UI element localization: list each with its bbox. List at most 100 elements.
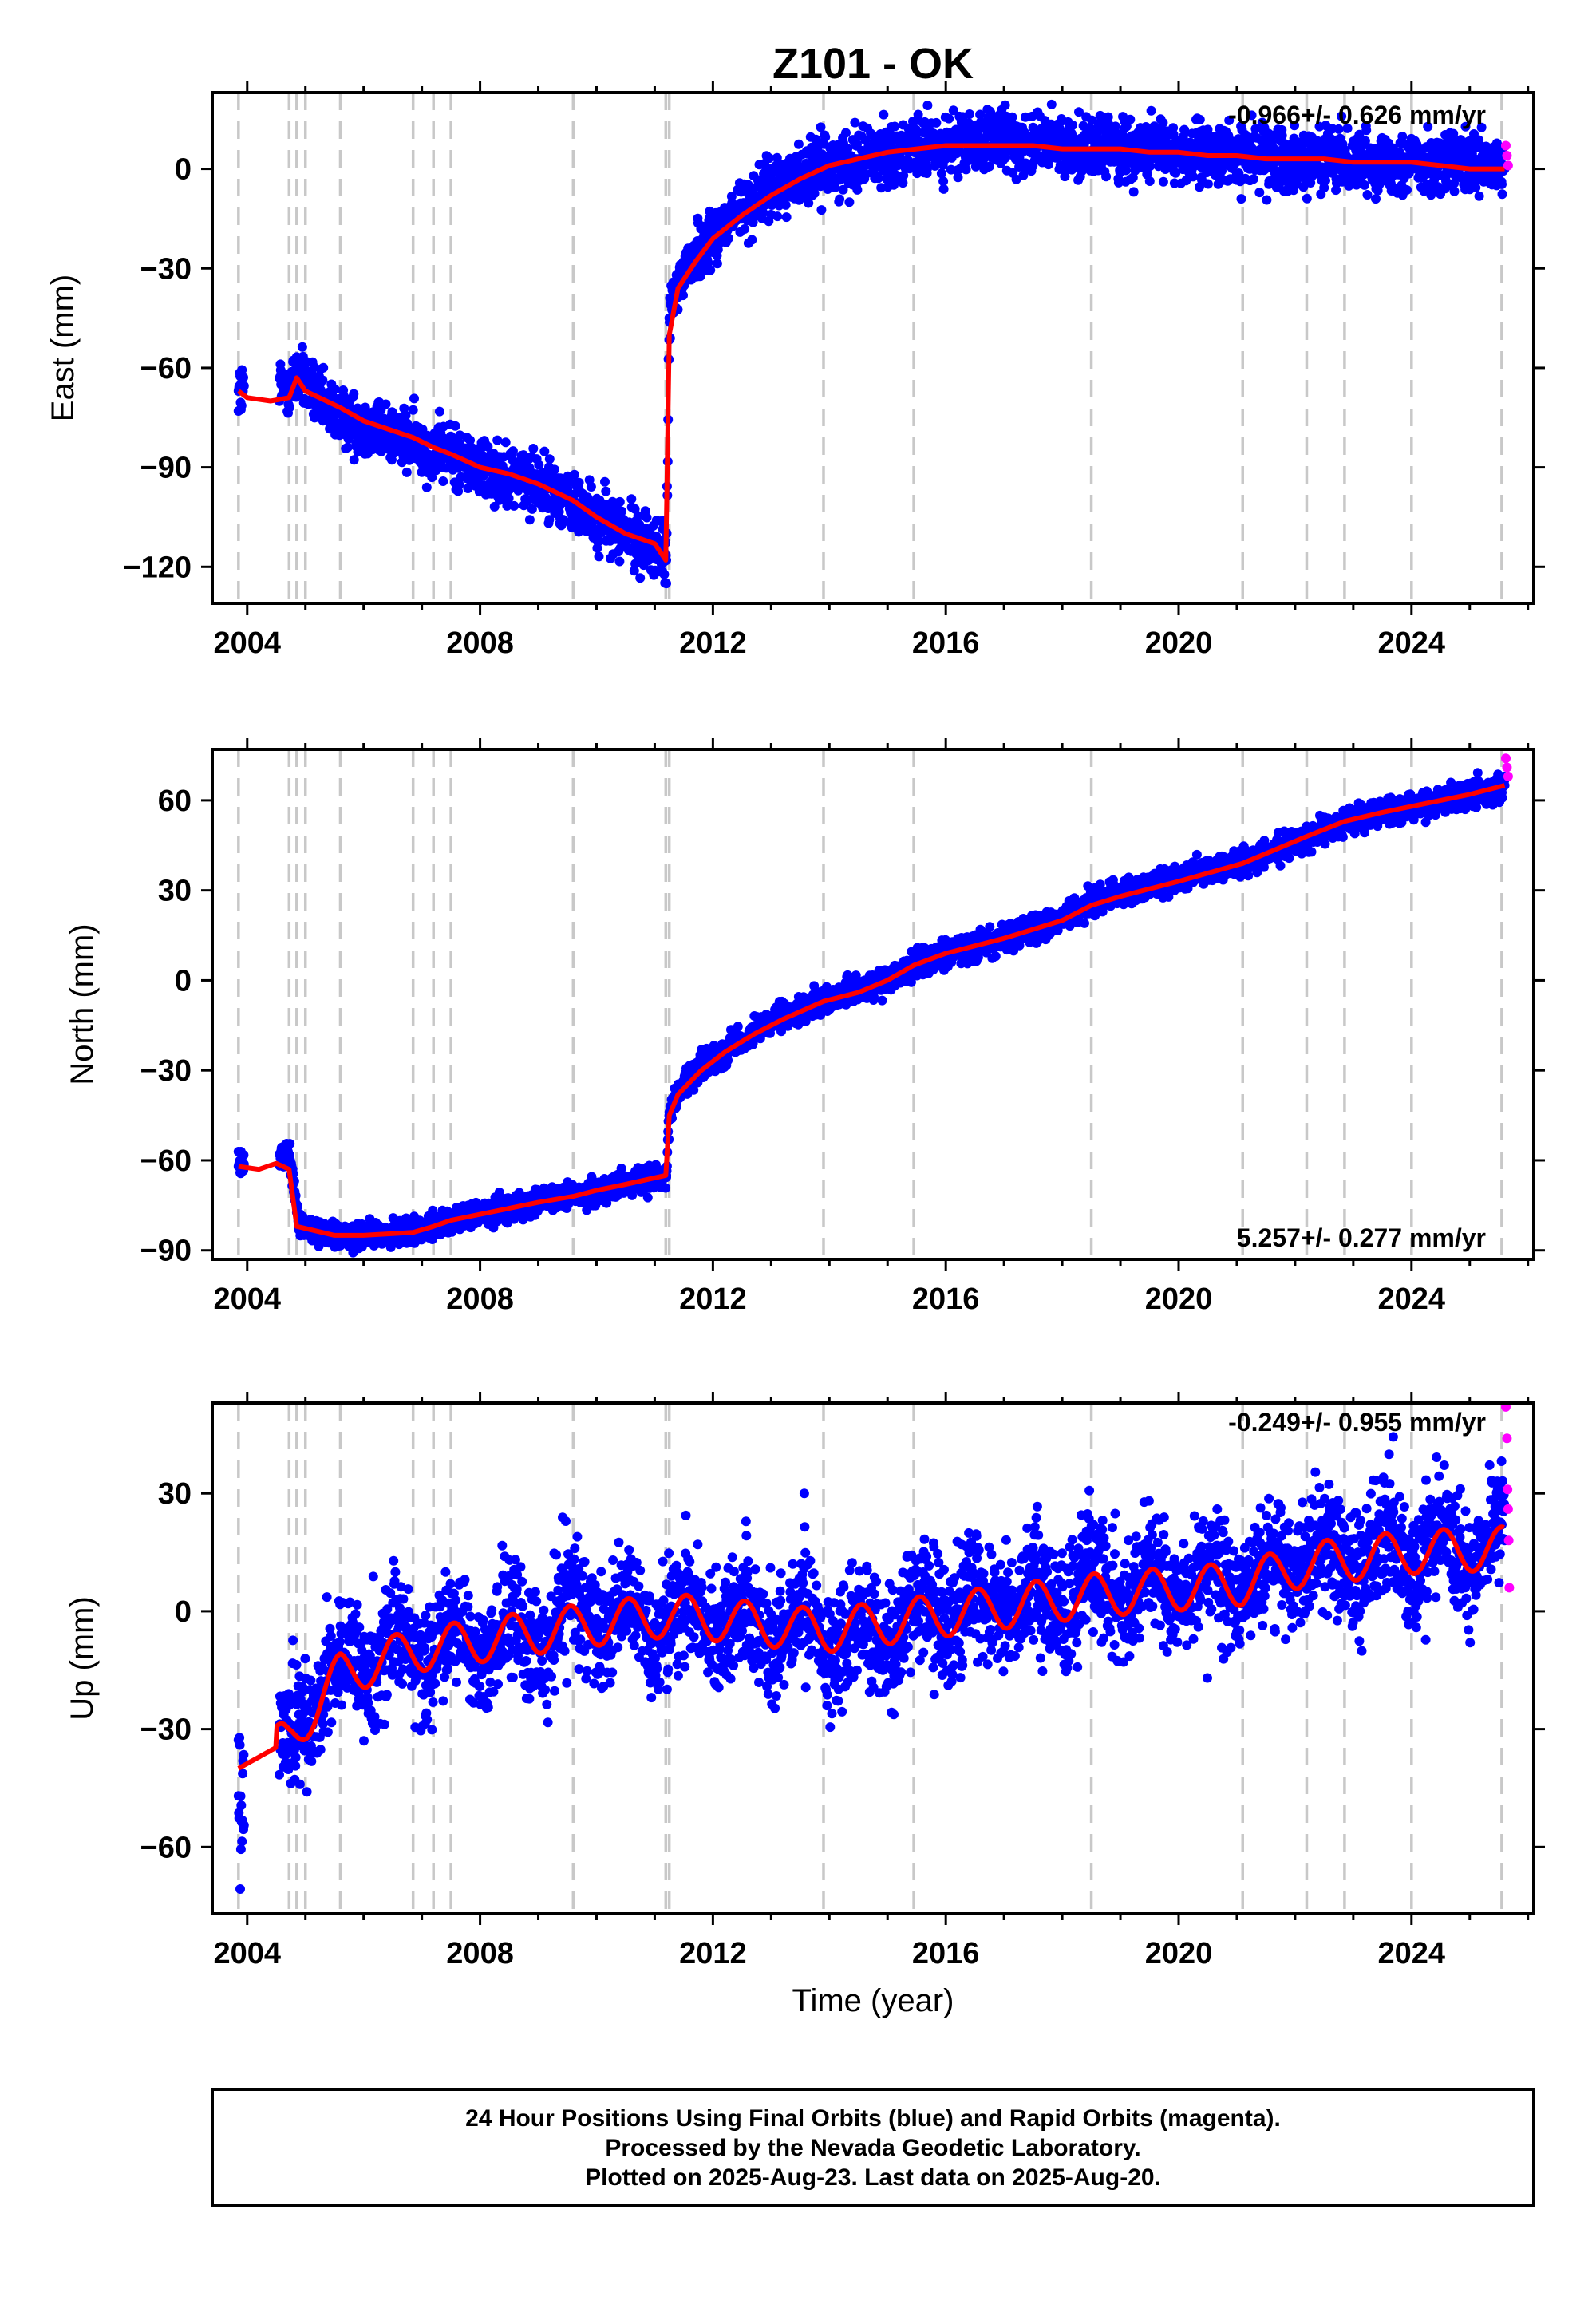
final-orbit-point	[1397, 132, 1408, 141]
final-orbit-point	[944, 113, 954, 124]
final-orbit-point	[500, 437, 511, 448]
final-orbit-point	[1046, 99, 1057, 109]
final-orbit-point	[239, 373, 248, 382]
final-orbit-point	[492, 435, 503, 445]
final-orbit-point	[528, 444, 539, 453]
final-orbit-point	[1224, 115, 1235, 125]
final-orbit-point	[1448, 128, 1459, 139]
y-tick-label: −30	[140, 252, 192, 286]
final-orbit-point	[544, 454, 555, 464]
final-orbit-point	[1158, 117, 1168, 128]
final-orbit-point	[454, 480, 464, 490]
final-orbit-point	[1203, 179, 1213, 189]
final-orbit-point	[1011, 174, 1021, 184]
final-orbit-points	[233, 99, 1510, 589]
final-orbit-point	[922, 164, 932, 174]
final-orbit-point	[740, 224, 750, 234]
final-orbit-point	[662, 579, 671, 589]
final-orbit-point	[504, 493, 514, 504]
final-orbit-point	[1171, 168, 1181, 178]
final-orbit-point	[1007, 112, 1017, 122]
final-orbit-point	[1360, 136, 1370, 146]
final-orbit-point	[1248, 174, 1258, 184]
final-orbit-point	[1181, 176, 1191, 186]
final-orbit-point	[936, 168, 946, 179]
final-orbit-point	[948, 105, 958, 116]
final-orbit-point	[387, 455, 397, 465]
final-orbit-point	[965, 109, 974, 119]
final-orbit-point	[527, 504, 537, 514]
final-orbit-point	[938, 184, 949, 194]
final-orbit-points	[233, 768, 1510, 1258]
final-orbit-point	[633, 511, 643, 521]
final-orbit-point	[237, 365, 247, 375]
final-orbit-point	[961, 164, 971, 175]
final-orbit-point	[614, 496, 625, 507]
final-orbit-point	[772, 211, 783, 222]
final-orbit-point	[695, 271, 705, 282]
final-orbit-point	[1234, 168, 1244, 178]
final-orbit-point	[984, 161, 994, 172]
final-orbit-point	[544, 515, 555, 525]
y-axis-label: East (mm)	[45, 275, 81, 421]
y-tick-label: −120	[123, 551, 192, 584]
final-orbit-point	[601, 486, 611, 496]
final-orbit-point	[617, 506, 626, 516]
final-orbit-point	[764, 153, 775, 164]
final-orbit-point	[534, 460, 544, 470]
final-orbit-point	[898, 178, 908, 188]
final-orbit-point	[890, 121, 900, 132]
final-orbit-point	[830, 182, 840, 192]
final-orbit-point	[635, 573, 646, 583]
final-orbit-point	[586, 482, 596, 492]
final-orbit-point	[899, 170, 909, 180]
final-orbit-point	[1362, 190, 1373, 200]
final-orbit-point	[318, 362, 329, 373]
final-orbit-point	[1125, 114, 1136, 124]
final-orbit-point	[1319, 183, 1329, 193]
final-orbit-point	[236, 401, 247, 411]
final-orbit-point	[642, 512, 652, 523]
final-orbit-point	[843, 144, 853, 154]
final-orbit-point	[330, 384, 340, 394]
final-orbit-point	[1474, 191, 1484, 201]
final-orbit-point	[600, 476, 610, 487]
final-orbit-point	[1087, 115, 1097, 125]
final-orbit-point	[489, 501, 500, 512]
final-orbit-point	[804, 198, 814, 208]
final-orbit-point	[509, 500, 519, 511]
final-orbit-point	[1144, 176, 1155, 186]
final-orbit-point	[712, 259, 722, 269]
final-orbit-point	[1449, 186, 1460, 196]
rapid-orbit-point	[1503, 160, 1513, 171]
final-orbit-point	[781, 212, 792, 223]
final-orbit-point	[852, 139, 862, 149]
final-orbit-point	[626, 494, 637, 504]
x-tick-label: 2024	[1378, 626, 1446, 660]
final-orbit-point	[661, 1183, 671, 1193]
final-orbit-point	[1402, 185, 1412, 195]
final-orbit-point	[1262, 195, 1272, 205]
final-orbit-point	[758, 207, 768, 218]
final-orbit-point	[931, 117, 942, 128]
final-orbit-point	[349, 389, 359, 399]
final-orbit-point	[705, 265, 716, 275]
final-orbit-point	[508, 446, 518, 456]
model-fit-line	[236, 143, 1505, 563]
final-orbit-point	[421, 482, 432, 492]
final-orbit-point	[820, 132, 831, 142]
final-orbit-point	[318, 375, 328, 385]
final-orbit-point	[239, 1150, 249, 1160]
final-orbit-point	[780, 200, 791, 210]
final-orbit-point	[678, 263, 689, 274]
final-orbit-point	[1110, 121, 1120, 132]
final-orbit-point	[642, 1192, 653, 1203]
final-orbit-point	[1000, 100, 1010, 110]
final-orbit-point	[594, 551, 604, 562]
final-orbit-point	[1250, 124, 1261, 134]
y-tick-label: −90	[140, 452, 192, 485]
final-orbit-point	[401, 467, 412, 477]
x-tick-label: 2016	[912, 626, 980, 660]
final-orbit-point	[873, 173, 883, 184]
final-orbit-point	[550, 464, 559, 475]
